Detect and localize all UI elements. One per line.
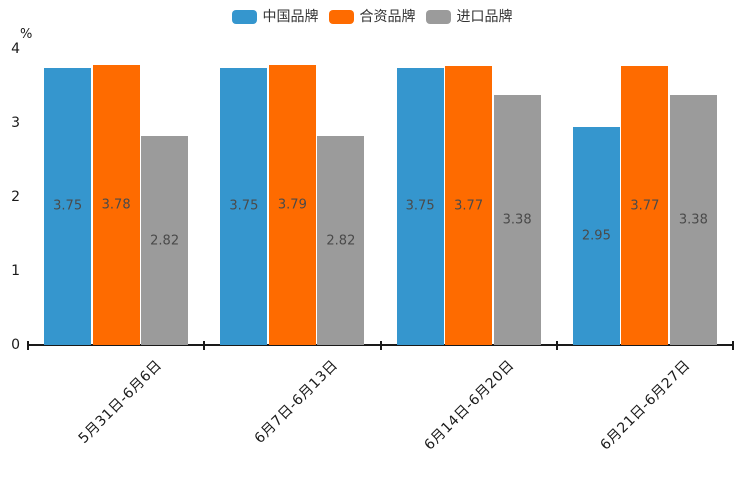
bar (268, 64, 316, 345)
x-tick-label: 6月14日-6月20日 (421, 357, 518, 454)
legend-label: 进口品牌 (456, 9, 513, 25)
y-axis-unit-label: % (20, 27, 33, 42)
plot-area: 3.75 3.75 3.75 2.95 3.78 3.79 3.77 3.77 2.82 2.82… (27, 49, 734, 350)
bar (445, 66, 493, 345)
x-axis-tick (379, 341, 382, 350)
y-tick-label: 1 (11, 263, 20, 279)
bar-value-label: 3.79 (277, 197, 307, 213)
x-tick-label: 6月21日-6月27日 (597, 357, 694, 454)
bar-value-label: 3.38 (678, 212, 708, 228)
legend-swatch-icon (328, 10, 354, 24)
x-axis-tick (203, 341, 206, 350)
y-tick-label: 3 (11, 115, 20, 131)
bar (44, 67, 92, 345)
x-tick-label: 6月7日-6月13日 (251, 357, 341, 447)
bar-value-label: 2.95 (581, 228, 611, 244)
bar-value-label: 3.75 (53, 198, 83, 214)
legend: 中国品牌 合资品牌 进口品牌 (0, 10, 744, 24)
x-axis-tick (555, 341, 558, 350)
legend-item: 进口品牌 (425, 9, 513, 25)
x-tick-label: 5月31日-6月6日 (75, 357, 165, 447)
legend-item: 中国品牌 (231, 9, 319, 25)
x-axis-tick (732, 341, 734, 350)
bar-value-label: 2.82 (150, 233, 180, 249)
bar-value-label: 2.82 (326, 233, 356, 249)
x-axis-tick (27, 341, 29, 350)
bar (493, 94, 541, 345)
y-tick-label: 0 (11, 337, 20, 353)
bar-value-label: 3.77 (630, 198, 660, 213)
bar (92, 65, 140, 345)
legend-swatch-icon (425, 10, 451, 24)
bar-value-label: 3.75 (405, 198, 435, 214)
bar (317, 136, 365, 345)
bar-value-label: 3.77 (454, 198, 484, 213)
bar (141, 136, 189, 345)
bar (669, 94, 717, 345)
bar (396, 67, 444, 345)
bar (572, 126, 620, 345)
bar-value-label: 3.75 (229, 198, 259, 214)
legend-label: 合资品牌 (359, 9, 416, 25)
bar-value-label: 3.78 (101, 197, 131, 213)
legend-label: 中国品牌 (262, 9, 319, 25)
legend-swatch-icon (231, 10, 257, 24)
legend-item: 合资品牌 (328, 9, 416, 25)
y-tick-label: 4 (11, 41, 20, 57)
bar (621, 66, 669, 345)
y-tick-label: 2 (11, 189, 20, 205)
bar (220, 67, 268, 345)
bar-value-label: 3.38 (502, 212, 532, 228)
